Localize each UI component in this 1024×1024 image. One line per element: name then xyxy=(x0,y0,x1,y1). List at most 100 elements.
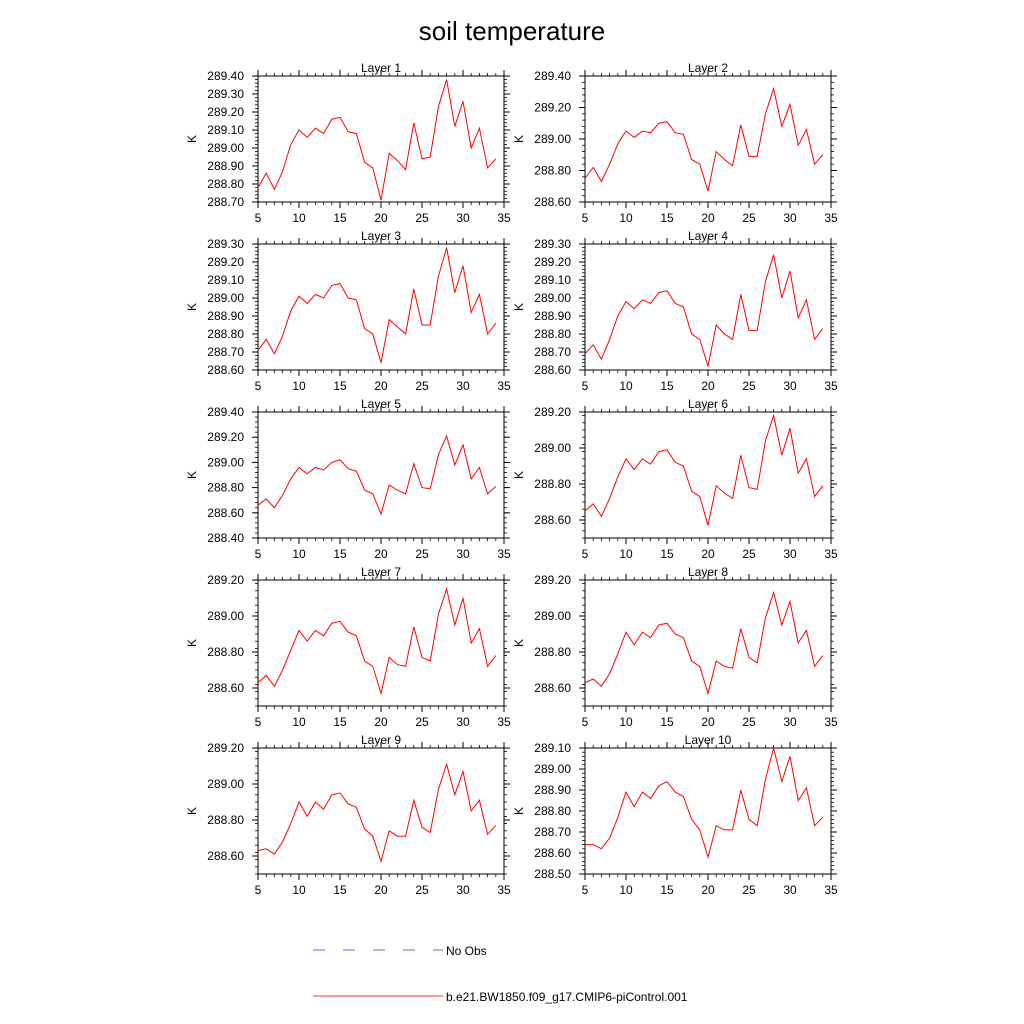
plot-frame xyxy=(584,243,832,371)
x-tick-label: 5 xyxy=(255,379,262,393)
y-tick-label: 288.70 xyxy=(534,825,571,839)
x-tick-label: 10 xyxy=(292,211,306,225)
series-line xyxy=(584,590,824,696)
x-tick-label: 25 xyxy=(742,379,756,393)
y-tick-label: 288.50 xyxy=(534,867,571,881)
y-tick-label: 288.60 xyxy=(207,849,244,863)
x-tick-label: 35 xyxy=(824,883,838,897)
y-tick-label: 288.60 xyxy=(534,681,571,695)
y-tick-label: 288.80 xyxy=(534,164,571,178)
x-tick-label: 5 xyxy=(582,883,589,897)
y-tick-label: 288.60 xyxy=(534,513,571,527)
x-tick-label: 25 xyxy=(742,883,756,897)
panel-title: Layer 3 xyxy=(361,229,401,243)
panel-layer-4: Layer 4 K 5 10 15 20 25 30 35 288.60 288.70 288.80 2… xyxy=(512,229,838,393)
series-line xyxy=(584,86,824,192)
x-tick-label: 30 xyxy=(456,211,470,225)
y-axis-label: K xyxy=(512,471,526,479)
x-tick-label: 25 xyxy=(415,547,429,561)
x-tick-label: 25 xyxy=(742,715,756,729)
y-tick-label: 289.20 xyxy=(207,430,244,444)
y-axis-label: K xyxy=(185,807,199,815)
plot-frame xyxy=(257,747,505,875)
y-tick-label: 289.00 xyxy=(534,132,571,146)
series-line xyxy=(257,79,497,201)
x-tick-label: 20 xyxy=(701,883,715,897)
y-tick-label: 289.20 xyxy=(534,573,571,587)
y-tick-label: 289.00 xyxy=(534,609,571,623)
x-tick-label: 30 xyxy=(783,883,797,897)
panel-layer-7: Layer 7 K 5 10 15 20 25 30 35 288.60 288.80 289.00 2… xyxy=(185,565,511,729)
y-tick-label: 289.40 xyxy=(534,69,571,83)
y-tick-label: 288.80 xyxy=(207,645,244,659)
x-tick-label: 15 xyxy=(333,883,347,897)
x-tick-label: 10 xyxy=(292,547,306,561)
x-tick-label: 35 xyxy=(824,715,838,729)
panel-title: Layer 5 xyxy=(361,397,401,411)
x-tick-label: 20 xyxy=(701,211,715,225)
panel-layer-8: Layer 8 K 5 10 15 20 25 30 35 288.60 288.80 289.00 2… xyxy=(512,565,838,729)
x-tick-label: 30 xyxy=(456,715,470,729)
x-tick-label: 15 xyxy=(660,715,674,729)
x-tick-label: 30 xyxy=(783,715,797,729)
x-tick-label: 35 xyxy=(497,211,511,225)
y-tick-label: 288.60 xyxy=(207,363,244,377)
y-axis-label: K xyxy=(512,807,526,815)
y-tick-label: 289.20 xyxy=(534,405,571,419)
plot-frame xyxy=(257,411,505,539)
series-line xyxy=(584,413,824,526)
y-tick-label: 288.60 xyxy=(534,363,571,377)
y-tick-label: 288.60 xyxy=(534,846,571,860)
y-tick-label: 289.10 xyxy=(534,273,571,287)
plot-frame xyxy=(257,75,505,203)
y-tick-label: 289.00 xyxy=(207,291,244,305)
y-tick-label: 288.80 xyxy=(534,477,571,491)
panel-layer-5: Layer 5 K 5 10 15 20 25 30 35 288.40 288.60 288.80 2… xyxy=(185,397,511,561)
x-tick-label: 30 xyxy=(783,211,797,225)
series-line xyxy=(257,587,497,696)
series-line xyxy=(257,434,497,516)
x-tick-label: 10 xyxy=(292,715,306,729)
y-tick-label: 289.00 xyxy=(534,441,571,455)
y-axis-label: K xyxy=(185,639,199,647)
y-tick-label: 288.80 xyxy=(207,481,244,495)
panel-title: Layer 6 xyxy=(688,397,728,411)
x-tick-label: 5 xyxy=(582,211,589,225)
x-tick-label: 30 xyxy=(456,547,470,561)
y-tick-label: 288.60 xyxy=(534,195,571,209)
y-tick-label: 289.00 xyxy=(207,141,244,155)
x-tick-label: 25 xyxy=(415,883,429,897)
y-axis-label: K xyxy=(512,303,526,311)
x-tick-label: 25 xyxy=(415,379,429,393)
y-tick-label: 289.00 xyxy=(207,777,244,791)
y-tick-label: 289.20 xyxy=(207,255,244,269)
x-tick-label: 10 xyxy=(619,211,633,225)
panel-layer-9: Layer 9 K 5 10 15 20 25 30 35 288.60 288.80 289.00 2… xyxy=(185,733,511,897)
x-tick-label: 10 xyxy=(619,715,633,729)
y-tick-label: 289.20 xyxy=(534,101,571,115)
y-tick-label: 289.40 xyxy=(207,405,244,419)
panel-title: Layer 9 xyxy=(361,733,401,747)
y-axis-label: K xyxy=(185,303,199,311)
panel-layer-2: Layer 2 K 5 10 15 20 25 30 35 288.60 288.80 289.00 2… xyxy=(512,61,838,225)
x-tick-label: 10 xyxy=(292,379,306,393)
x-tick-label: 5 xyxy=(255,211,262,225)
y-axis-label: K xyxy=(512,135,526,143)
x-tick-label: 15 xyxy=(660,547,674,561)
x-tick-label: 10 xyxy=(619,379,633,393)
x-tick-label: 5 xyxy=(255,547,262,561)
x-tick-label: 35 xyxy=(497,715,511,729)
y-tick-label: 289.20 xyxy=(207,741,244,755)
x-tick-label: 35 xyxy=(824,211,838,225)
panel-layer-1: Layer 1 K 5 10 15 20 25 30 35 288.70 288.80 288.90 2… xyxy=(185,61,511,225)
legend: No Obs b.e21.BW1850.f09_g17.CMIP6-piCont… xyxy=(313,944,688,1004)
figure-title: soil temperature xyxy=(419,16,605,46)
panel-title: Layer 8 xyxy=(688,565,728,579)
x-tick-label: 35 xyxy=(824,379,838,393)
legend-model-label: b.e21.BW1850.f09_g17.CMIP6-piControl.001 xyxy=(446,990,688,1004)
panel-title: Layer 1 xyxy=(361,61,401,75)
series-line xyxy=(257,762,497,864)
y-tick-label: 289.00 xyxy=(207,609,244,623)
x-tick-label: 20 xyxy=(701,547,715,561)
